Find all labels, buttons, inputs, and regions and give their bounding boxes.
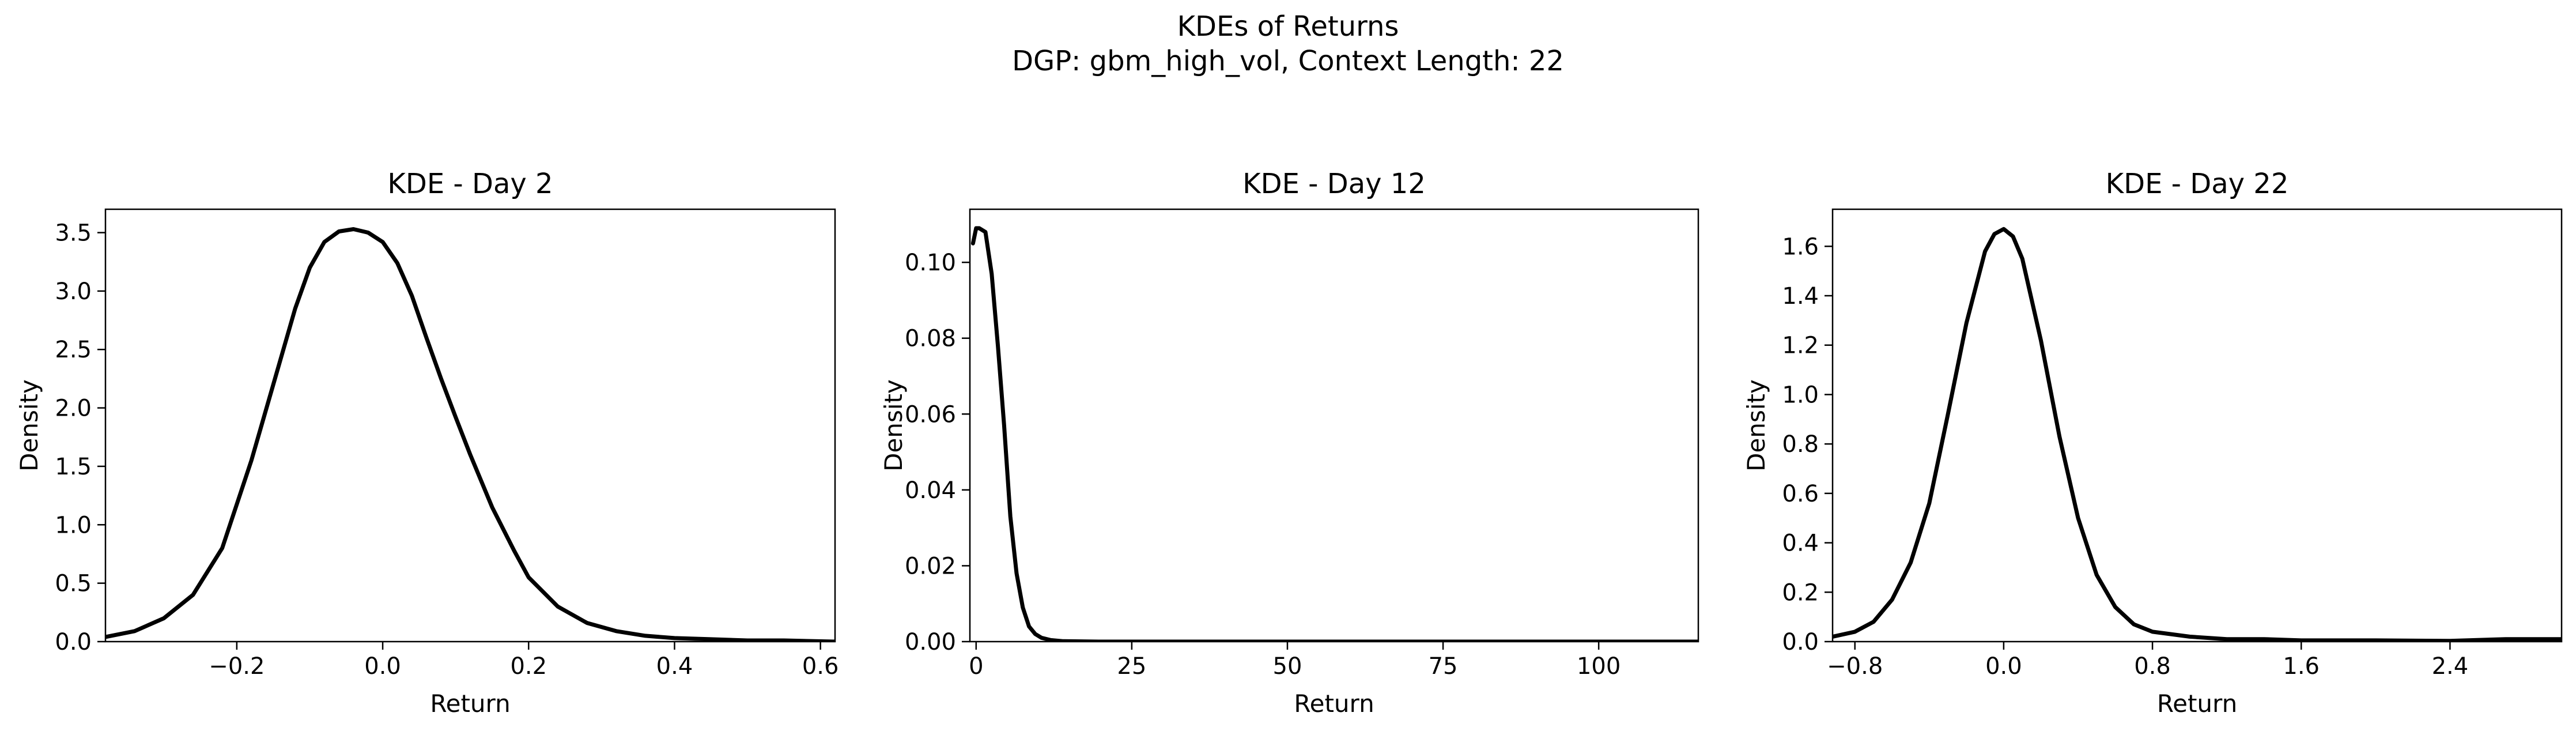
x-tick-label: −0.2 [209, 653, 265, 680]
y-tick-label: 0.0 [55, 629, 92, 655]
x-tick-label: 25 [1117, 653, 1146, 680]
axes-frame [104, 208, 836, 643]
y-tick-label: 0.4 [1782, 530, 1819, 557]
x-axis-label: Return [430, 689, 510, 718]
x-tick-label: 0.0 [364, 653, 401, 680]
y-tick-label: 0.10 [905, 250, 956, 276]
x-tick-label: 75 [1429, 653, 1458, 680]
x-tick-label: 1.6 [2283, 653, 2320, 680]
x-tick-label: 0 [969, 653, 983, 680]
y-tick-label: 1.0 [55, 512, 92, 538]
y-tick-label: 0.8 [1782, 431, 1819, 458]
y-tick-label: 0.5 [55, 571, 92, 597]
y-tick-label: 0.06 [905, 401, 956, 428]
x-tick-label: 0.2 [510, 653, 547, 680]
kde-curve [105, 227, 835, 642]
x-tick-label: −0.8 [1827, 653, 1883, 680]
kde-panel-day-2: KDE - Day 2 −0.2 0.0 0.2 0.4 0.6 0.0 0.5 1.0 1.5 2… [15, 168, 838, 718]
kde-curve [1833, 227, 2562, 642]
y-axis-label: Density [879, 379, 908, 472]
y-tick-label: 0.2 [1782, 579, 1819, 606]
y-tick-label: 1.0 [1782, 382, 1819, 408]
y-axis-label: Density [1742, 379, 1770, 472]
x-axis-label: Return [1294, 689, 1374, 718]
figure-subtitle: DGP: gbm_high_vol, Context Length: 22 [1012, 45, 1564, 77]
y-tick-label: 1.5 [55, 454, 92, 480]
y-tick-label: 2.5 [55, 337, 92, 363]
x-tick-label: 100 [1577, 653, 1621, 680]
panel-title: KDE - Day 2 [387, 168, 553, 200]
y-tick-label: 0.0 [1782, 629, 1819, 655]
kde-curve [970, 226, 1698, 642]
y-tick-label: 3.5 [55, 220, 92, 247]
kde-panel-day-22: KDE - Day 22 −0.8 0.0 0.8 1.6 2.4 0.0 0.2 0.4 0.6… [1742, 168, 2563, 718]
y-tick-label: 2.0 [55, 395, 92, 422]
x-tick-label: 0.8 [2134, 653, 2171, 680]
y-axis-label: Density [15, 379, 43, 472]
panel-title: KDE - Day 22 [2106, 168, 2289, 200]
panel-title: KDE - Day 12 [1242, 168, 1426, 200]
y-tick-label: 0.02 [905, 553, 956, 579]
y-tick-label: 1.6 [1782, 233, 1819, 260]
kde-panel-day-12: KDE - Day 12 0 25 50 75 100 0.00 0.02 0.04 0.06 0.… [879, 168, 1699, 718]
x-tick-label: 0.6 [802, 653, 839, 680]
x-tick-label: 50 [1273, 653, 1302, 680]
y-tick-label: 0.6 [1782, 481, 1819, 507]
axes-frame [969, 208, 1699, 643]
y-tick-label: 0.08 [905, 326, 956, 352]
figure-title: KDEs of Returns [1177, 10, 1399, 43]
y-tick-label: 1.4 [1782, 283, 1819, 310]
x-axis-label: Return [2157, 689, 2237, 718]
y-tick-label: 0.04 [905, 477, 956, 504]
x-tick-label: 0.0 [1985, 653, 2022, 680]
y-tick-label: 3.0 [55, 278, 92, 305]
x-tick-label: 0.4 [656, 653, 693, 680]
y-tick-label: 0.00 [905, 629, 956, 655]
x-tick-label: 2.4 [2432, 653, 2469, 680]
axes-frame [1831, 208, 2563, 643]
y-tick-label: 1.2 [1782, 333, 1819, 359]
